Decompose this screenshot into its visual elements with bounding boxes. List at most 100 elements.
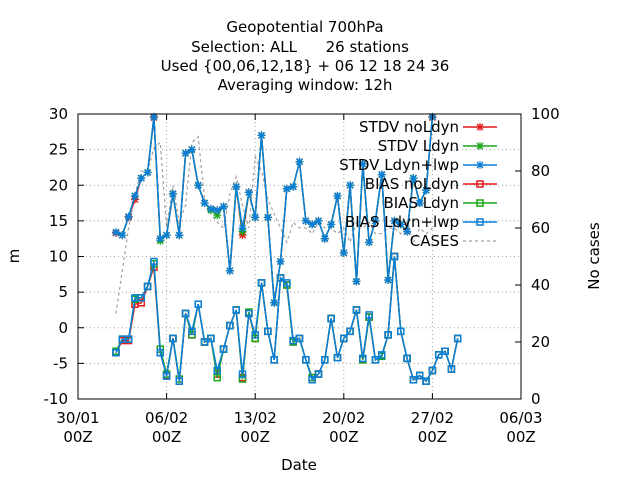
y-tick-label: 10 (49, 248, 68, 266)
data-point (245, 309, 253, 318)
legend-label: STDV noLdyn (359, 118, 459, 136)
series-line (115, 256, 459, 383)
x-axis-label: Date (281, 456, 317, 474)
data-point (308, 376, 316, 384)
legend-marker (476, 161, 484, 169)
data-point (263, 213, 272, 222)
data-point (346, 181, 355, 190)
series-bias-ldyn-lwp (112, 252, 462, 385)
y-axis-label: m (5, 249, 23, 264)
series-line (115, 256, 459, 383)
data-point (251, 331, 259, 339)
data-point (270, 356, 278, 364)
data-point (371, 356, 380, 364)
data-point (200, 199, 209, 208)
data-point (118, 231, 127, 240)
data-point (276, 257, 285, 266)
data-point (257, 279, 266, 287)
legend-label: BIAS Ldyn+lwp (345, 213, 459, 231)
data-point (403, 227, 412, 236)
x-tick-label-hour: 00Z (241, 428, 270, 446)
data-point (175, 231, 184, 240)
axes: -10-505101520253002040608010030/0100Z06/… (44, 105, 560, 446)
data-point (276, 274, 285, 282)
data-point (409, 174, 418, 183)
data-point (244, 188, 253, 197)
y2-tick-label: 80 (531, 162, 550, 180)
data-point (137, 294, 146, 302)
legend-marker (476, 142, 484, 150)
title-line-2: Selection: ALL 26 stations (191, 38, 409, 56)
y-tick-label: 5 (58, 283, 68, 301)
data-point (156, 348, 165, 357)
legend-label: CASES (410, 232, 459, 250)
data-point (302, 356, 310, 364)
data-point (390, 252, 399, 261)
data-point (168, 189, 177, 198)
legend-entry: BIAS Ldyn+lwp (345, 213, 497, 231)
data-point (225, 266, 234, 275)
series-line (115, 135, 433, 314)
data-point (384, 276, 393, 285)
legend-label: BIAS noLdyn (365, 175, 459, 193)
data-point (301, 216, 310, 225)
y2-tick-label: 40 (531, 276, 550, 294)
data-point (390, 216, 399, 225)
data-point (112, 348, 120, 357)
data-point (213, 373, 221, 382)
data-point (238, 224, 247, 232)
data-point (397, 327, 405, 336)
data-point (352, 277, 361, 286)
legend-entry: BIAS noLdyn (365, 175, 497, 193)
data-point (415, 371, 424, 380)
y-tick-label: 0 (58, 319, 68, 337)
data-point (403, 354, 411, 363)
y-tick-label: 30 (49, 105, 68, 123)
cases-series (115, 135, 433, 314)
data-point (333, 191, 342, 200)
x-tick-label-hour: 00Z (152, 428, 181, 446)
data-point (156, 234, 165, 243)
data-point (282, 184, 291, 193)
data-point (409, 376, 418, 384)
data-point (396, 220, 405, 229)
data-point (321, 356, 329, 364)
x-tick-label-hour: 00Z (506, 428, 535, 446)
series-stdv-ldyn-lwp (111, 112, 437, 307)
data-point (213, 366, 221, 375)
data-point (377, 170, 386, 179)
data-point (371, 216, 380, 225)
data-point (219, 345, 228, 353)
y2-axis-label: No cases (585, 222, 603, 290)
data-point (137, 174, 146, 183)
data-point (207, 334, 215, 343)
data-point (333, 353, 342, 362)
data-point (339, 248, 348, 257)
data-point (422, 377, 430, 385)
data-point (415, 199, 424, 208)
data-point (143, 168, 152, 177)
data-point (340, 334, 348, 343)
data-point (143, 282, 152, 291)
data-point (124, 335, 133, 343)
data-point (365, 238, 374, 247)
legend-entry: STDV Ldyn (378, 137, 497, 155)
legend-label: BIAS Ldyn (383, 194, 459, 212)
data-point (314, 370, 323, 378)
data-point (378, 351, 386, 359)
x-tick-label-hour: 00Z (63, 428, 92, 446)
data-point (346, 327, 354, 336)
data-point (188, 327, 196, 336)
x-tick-label: 06/02 (145, 409, 188, 427)
data-point (111, 228, 120, 237)
data-point (194, 300, 202, 308)
data-point (181, 309, 190, 318)
y2-tick-label: 60 (531, 219, 550, 237)
data-point (187, 145, 196, 154)
x-tick-label-hour: 00Z (329, 428, 358, 446)
x-tick-label: 06/03 (499, 409, 542, 427)
data-point (358, 159, 367, 168)
data-point (257, 131, 266, 140)
y-tick-label: 25 (49, 141, 68, 159)
